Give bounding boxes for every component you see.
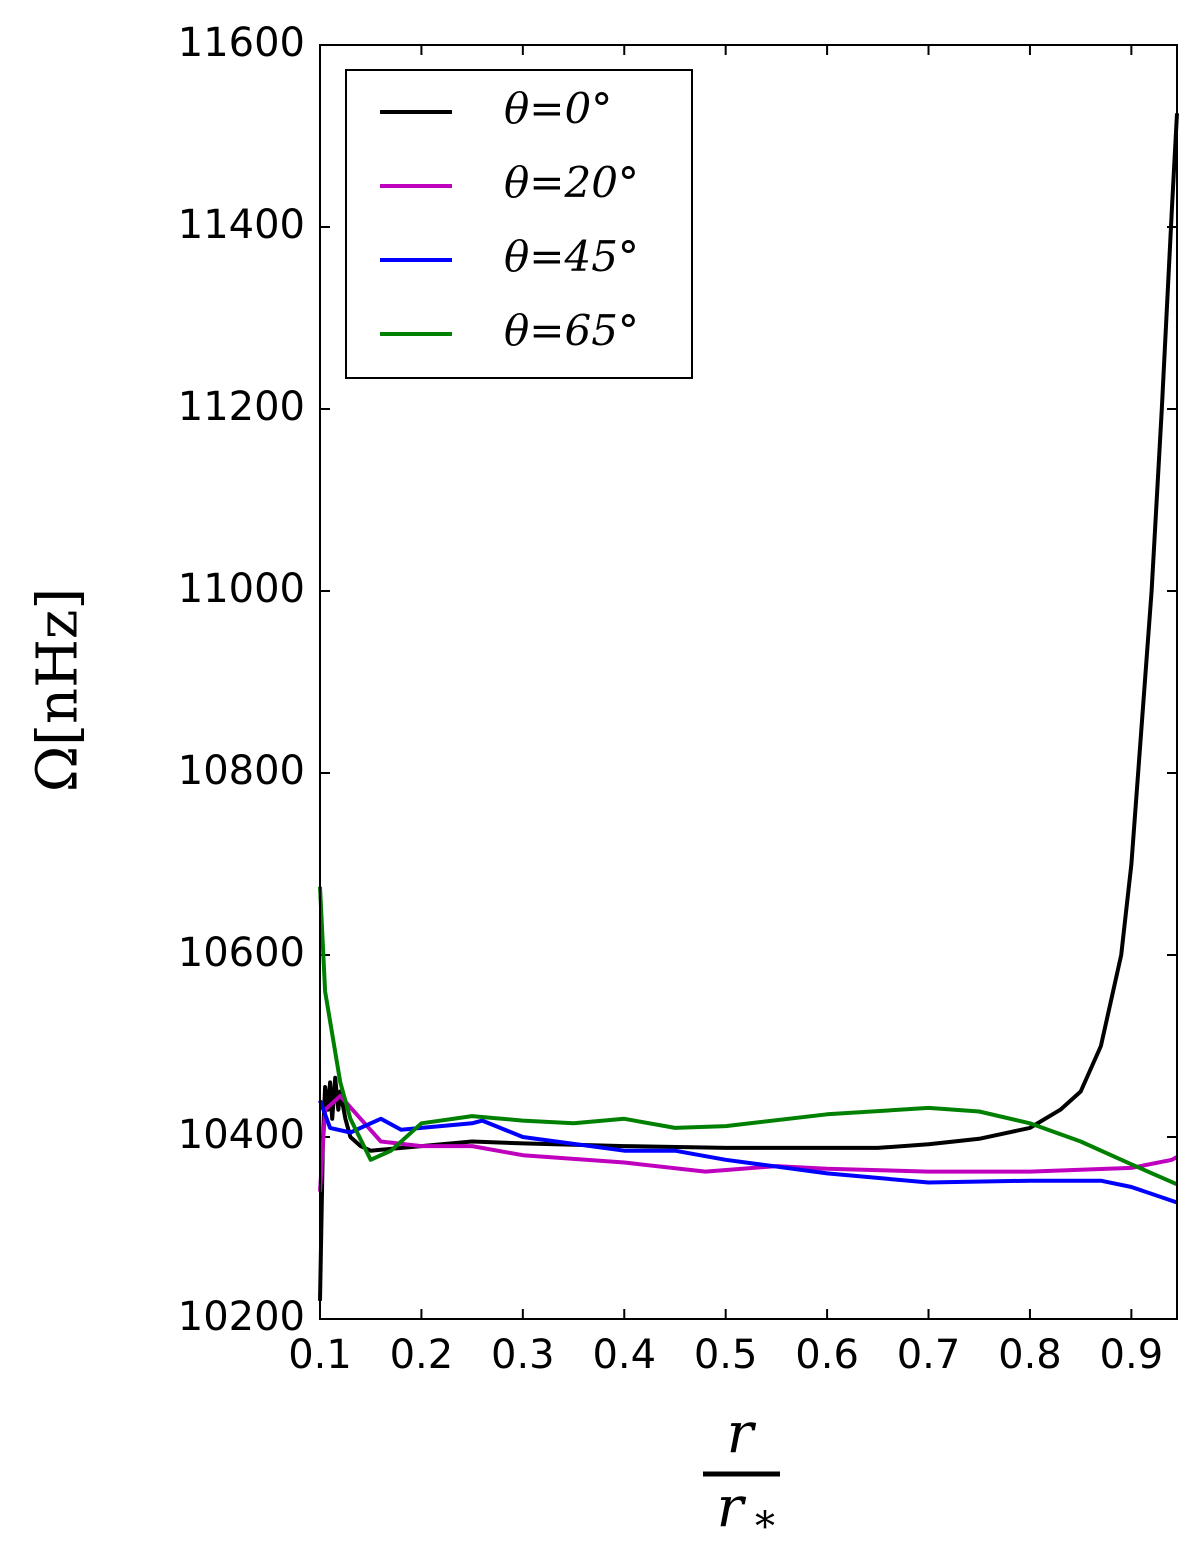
y-tick-label: 10400 [178,1112,305,1158]
series-line [318,1099,1178,1205]
y-tick-label: 10600 [178,930,305,976]
x-tick-label: 0.9 [1100,1332,1164,1378]
x-tick-label: 0.8 [998,1332,1062,1378]
x-tick-label: 0.3 [491,1332,555,1378]
plot-frame [319,44,1178,1320]
legend-box [345,69,693,379]
x-tick-label: 0.2 [390,1332,454,1378]
x-tick-label: 0.6 [795,1332,859,1378]
y-tick-label: 11200 [178,384,305,430]
x-tick-label: 0.7 [897,1332,961,1378]
y-tick-label: 10800 [178,748,305,794]
x-axis-label-denominator: r [717,1476,747,1541]
series-line [318,1094,1178,1192]
legend-label: θ=45° [504,232,639,281]
x-axis-label-subscript: * [755,1504,775,1550]
y-tick-label: 10200 [178,1294,305,1340]
x-tick-label: 0.1 [288,1332,352,1378]
legend-label: θ=0° [504,84,612,133]
y-tick-label: 11000 [178,566,305,612]
y-tick-label: 11400 [178,202,305,248]
series-line [318,886,1178,1187]
x-tick-label: 0.5 [694,1332,758,1378]
legend-label: θ=20° [504,158,639,207]
x-axis-label-numerator: r [727,1402,757,1467]
legend-label: θ=65° [504,306,639,355]
y-tick-label: 11600 [178,20,305,66]
x-tick-label: 0.4 [592,1332,656,1378]
y-axis-label: Ω[nHz] [26,588,91,793]
